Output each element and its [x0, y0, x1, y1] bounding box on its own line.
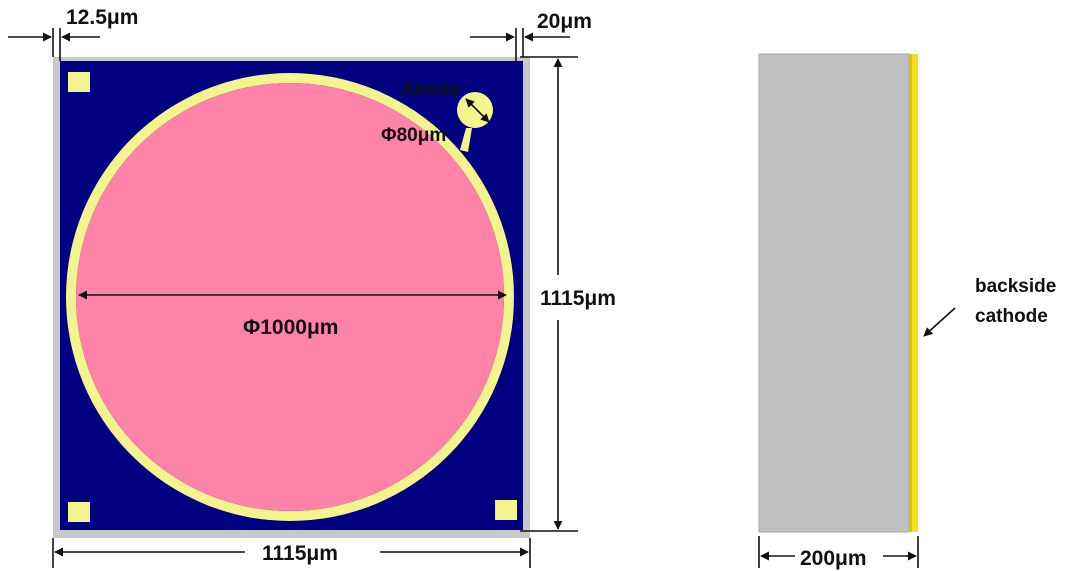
anode-label: Anode: [401, 79, 460, 100]
cathode-label-line1: backside: [975, 276, 1056, 297]
side-body: [758, 53, 910, 533]
right-margin-label: 20μm: [537, 10, 592, 33]
ring-inner: [67, 74, 513, 520]
width-label: 1115μm: [262, 542, 338, 565]
width-dimension: [52, 538, 531, 568]
left-margin-dimension: [8, 28, 100, 61]
anode-diameter-label: Φ80μm: [381, 125, 446, 146]
anode-diameter-arrow: [465, 98, 490, 123]
height-label: 1115μm: [540, 287, 616, 310]
height-dimension: [520, 56, 578, 532]
thickness-label: 200μm: [800, 547, 867, 570]
right-margin-dimension: [470, 28, 570, 61]
left-margin-label: 12.5μm: [66, 6, 138, 29]
backside-cathode-layer: [909, 54, 918, 532]
active-area-core: [76, 83, 504, 511]
corner-pad-bottom-left: [68, 502, 90, 522]
cathode-label-line2: cathode: [975, 306, 1048, 327]
corner-pad-top-left: [68, 72, 90, 92]
corner-pad-bottom-right: [495, 500, 517, 520]
cathode-pointer-arrow: [923, 307, 956, 337]
circle-diameter-label: Φ1000μm: [243, 316, 338, 339]
thickness-dimension: [758, 536, 919, 568]
side-view: backside cathode 200μm: [758, 53, 1056, 570]
front-view: 12.5μm 20μm Anode Φ80μm Φ1000μm 1115μm 1…: [8, 6, 616, 568]
